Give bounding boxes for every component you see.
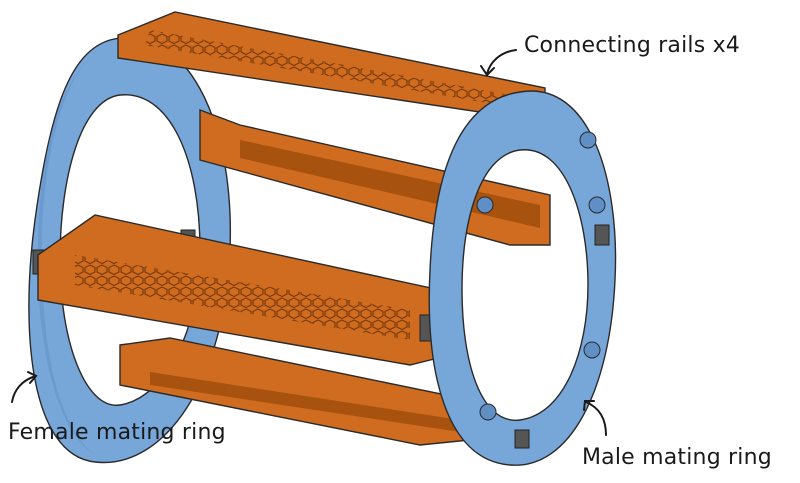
arrow-male-icon (583, 400, 607, 436)
male-mating-ring (428, 90, 617, 466)
male-ring-label: Male mating ring (582, 445, 772, 470)
female-ring-label: Female mating ring (8, 420, 226, 445)
connecting-rail-front (37, 214, 451, 366)
arrow-rails-icon (480, 49, 517, 77)
connecting-rails-label: Connecting rails x4 (524, 33, 741, 58)
arrow-female-icon (11, 371, 38, 403)
